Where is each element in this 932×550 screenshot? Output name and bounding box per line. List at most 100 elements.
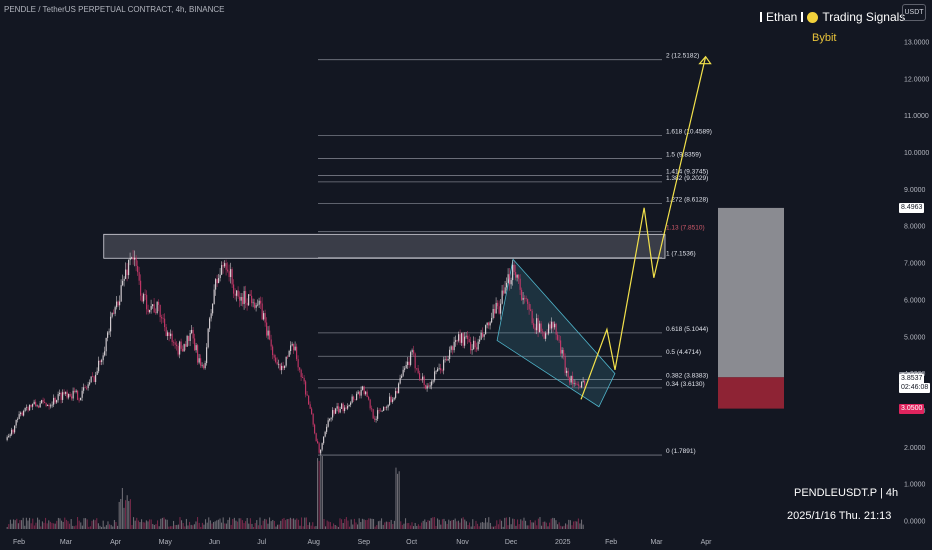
candle-body — [114, 307, 116, 314]
volume-bar — [376, 525, 378, 529]
candle-body — [554, 323, 556, 328]
candle-body — [297, 359, 299, 368]
volume-bar — [214, 521, 216, 529]
volume-bars — [6, 451, 584, 529]
candle-body — [405, 365, 407, 369]
volume-bar — [387, 521, 389, 529]
candle-body — [267, 330, 269, 336]
candle-body — [498, 306, 500, 314]
volume-bar — [531, 522, 533, 529]
volume-bar — [502, 526, 504, 529]
candle-body — [44, 401, 46, 404]
candle-body — [347, 406, 349, 409]
candle-body — [330, 417, 332, 419]
candle-body — [69, 394, 71, 397]
volume-bar — [552, 517, 554, 529]
volume-bar — [520, 519, 522, 529]
volume-bar — [515, 525, 517, 529]
volume-bar — [197, 517, 199, 529]
x-tick-label: Dec — [505, 539, 518, 546]
candle-body — [392, 399, 394, 403]
candle-body — [495, 302, 497, 314]
candle-body — [27, 407, 29, 411]
volume-bar — [17, 523, 19, 529]
volume-bar — [102, 520, 104, 529]
candle-body — [203, 365, 205, 369]
volume-bar — [393, 520, 395, 529]
volume-bar — [184, 526, 186, 529]
volume-bar — [61, 520, 63, 529]
candle-body — [281, 365, 283, 371]
candle-body — [212, 303, 214, 314]
candle-body — [431, 381, 433, 386]
candle-body — [81, 390, 83, 398]
volume-bar — [147, 521, 149, 529]
candle-body — [15, 419, 17, 426]
volume-bar — [272, 519, 274, 529]
y-tick-label: 5.0000 — [904, 334, 926, 341]
volume-bar — [128, 501, 130, 529]
candle-body — [401, 375, 403, 378]
candle-body — [398, 383, 400, 394]
candle-body — [296, 346, 298, 360]
candle-body — [239, 296, 241, 301]
volume-bar — [555, 520, 557, 529]
volume-bar — [80, 522, 82, 529]
candle-body — [63, 392, 65, 394]
volume-bar — [574, 521, 576, 529]
volume-bar — [390, 519, 392, 529]
y-tick-label: 0.0000 — [904, 519, 926, 526]
volume-bar — [264, 518, 266, 529]
volume-bar — [285, 520, 287, 529]
candle-body — [300, 369, 302, 378]
candle-body — [407, 361, 409, 366]
candle-body — [155, 312, 157, 314]
candle-body — [143, 294, 145, 302]
y-tick-label: 6.0000 — [904, 297, 926, 304]
volume-bar — [433, 517, 435, 529]
volume-bar — [62, 521, 64, 529]
candle-body — [209, 318, 211, 329]
volume-bar — [353, 518, 355, 529]
volume-bar — [321, 456, 323, 529]
candle-body — [293, 343, 295, 351]
candle-body — [219, 274, 221, 279]
volume-bar — [29, 517, 31, 529]
candle-body — [137, 265, 139, 273]
volume-bar — [411, 522, 413, 529]
volume-bar — [339, 518, 341, 529]
volume-bar — [536, 525, 538, 529]
volume-bar — [317, 458, 319, 529]
unit-button[interactable]: USDT — [902, 4, 926, 21]
volume-bar — [379, 520, 381, 529]
candle-body — [35, 401, 37, 406]
candle-body — [164, 318, 166, 328]
candle-body — [146, 294, 148, 310]
candle-body — [341, 403, 343, 409]
volume-bar — [19, 520, 21, 529]
candle-body — [525, 298, 527, 300]
candle-body — [56, 400, 58, 403]
volume-bar — [125, 500, 127, 529]
volume-bar — [16, 518, 18, 529]
volume-bar — [57, 517, 59, 529]
candle-body — [254, 302, 256, 308]
candle-body — [324, 431, 326, 437]
volume-bar — [107, 521, 109, 529]
candle-body — [507, 274, 509, 283]
volume-bar — [344, 519, 346, 529]
candle-body — [360, 389, 362, 396]
volume-bar — [505, 517, 507, 529]
candle-body — [249, 294, 251, 296]
volume-bar — [385, 521, 387, 529]
volume-bar — [70, 519, 72, 529]
volume-bar — [134, 520, 136, 529]
volume-bar — [337, 526, 339, 529]
candle-body — [110, 316, 112, 332]
candle-body — [575, 383, 577, 385]
volume-bar — [153, 524, 155, 529]
volume-bar — [457, 520, 459, 529]
projection-arrowhead — [698, 55, 712, 65]
candle-body — [311, 408, 313, 414]
